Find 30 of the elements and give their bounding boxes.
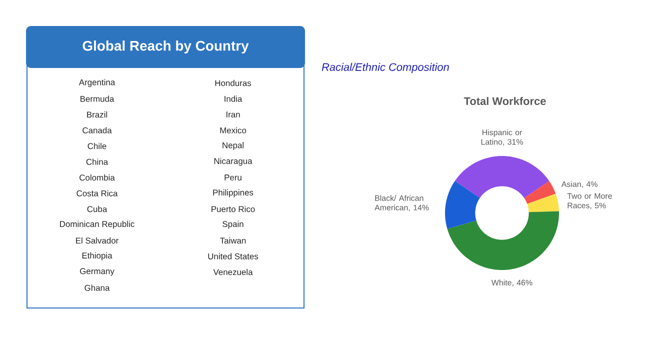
text: Cuba bbox=[87, 206, 108, 212]
text: Spain bbox=[222, 220, 244, 229]
text: Nicaragua bbox=[214, 158, 252, 166]
text: United States bbox=[208, 253, 258, 260]
text: Chile bbox=[88, 142, 106, 150]
text: Taiwan bbox=[220, 237, 246, 244]
text: Global Reach by Country bbox=[82, 40, 249, 54]
text: Philippines bbox=[213, 189, 254, 198]
text: Honduras bbox=[215, 80, 252, 86]
text: Nepal bbox=[222, 142, 244, 150]
text: Iran bbox=[226, 112, 240, 118]
chart-subtitle: Total Workforce bbox=[464, 96, 546, 106]
text: China bbox=[86, 158, 108, 165]
text: Bermuda bbox=[80, 96, 114, 102]
text: Brazil bbox=[87, 111, 108, 118]
text: Ghana bbox=[84, 284, 110, 291]
text: Mexico bbox=[220, 127, 246, 134]
text: Argentina bbox=[78, 79, 116, 87]
text: Venezuela bbox=[213, 268, 253, 276]
text: Dominican Republic bbox=[60, 220, 134, 229]
text: Ethiopia bbox=[82, 252, 112, 260]
text: Canada bbox=[82, 127, 112, 134]
chart-title: Racial/Ethnic Composition bbox=[322, 62, 449, 74]
text: Germany bbox=[80, 268, 114, 276]
text: Peru bbox=[224, 174, 242, 180]
text: Colombia bbox=[80, 174, 115, 181]
text: Puerto Rico bbox=[212, 206, 255, 212]
text: India bbox=[224, 96, 242, 102]
text: El Salvador bbox=[76, 237, 118, 244]
text: Costa Rica bbox=[76, 190, 118, 196]
